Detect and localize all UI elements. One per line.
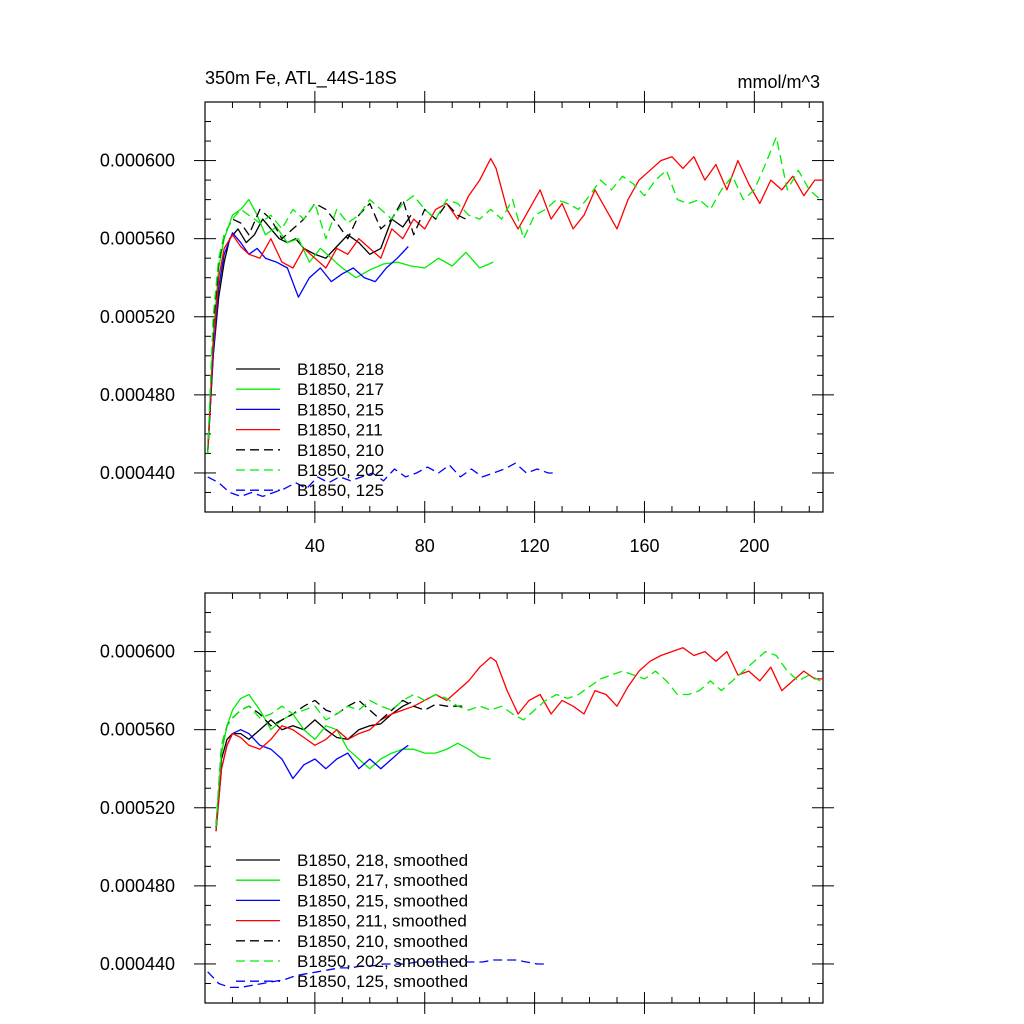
y-tick-label: 0.000480 (100, 385, 175, 405)
y-tick-label: 0.000440 (100, 463, 175, 483)
series-line-7 (207, 959, 549, 989)
series-line-3 (215, 729, 409, 832)
x-tick-label: 160 (629, 536, 659, 556)
legend-label: B1850, 211, smoothed (297, 912, 467, 931)
x-tick-label: 40 (305, 536, 325, 556)
x-tick-label: 120 (520, 536, 550, 556)
legend-label: B1850, 125 (297, 481, 384, 500)
legend-label: B1850, 202 (297, 461, 384, 480)
series-line-6 (207, 136, 821, 454)
legend-label: B1850, 215 (297, 400, 384, 419)
series-line-4 (207, 156, 823, 454)
y-tick-label: 0.000520 (100, 307, 175, 327)
series-line-3 (207, 232, 409, 454)
series-line-7 (207, 462, 554, 498)
series-line-5 (207, 198, 467, 454)
top-panel: 350m Fe, ATL_44S-18S mmol/m^3 40 80 120 160… (100, 68, 834, 556)
y-tick-label: 0.000520 (100, 798, 175, 818)
y-tick-label: 0.000480 (100, 876, 175, 896)
y-tick-label: 0.000600 (100, 642, 175, 662)
legend-label: B1850, 210, smoothed (297, 932, 468, 951)
series-line-6 (215, 650, 821, 828)
legend-label: B1850, 218, smoothed (297, 851, 468, 870)
legend-label: B1850, 202, smoothed (297, 952, 468, 971)
y-tick-label: 0.000440 (100, 954, 175, 974)
plot-frame (204, 592, 824, 1004)
legend-label: B1850, 210 (297, 441, 384, 460)
y-tick-label: 0.000560 (100, 229, 175, 249)
x-tick-label: 200 (739, 536, 769, 556)
series-line-2 (215, 693, 491, 828)
series-line-4 (215, 647, 823, 832)
legend-label: B1850, 218 (297, 360, 384, 379)
chart-title: 350m Fe, ATL_44S-18S (205, 68, 397, 89)
series-line-2 (207, 198, 494, 454)
legend-label: B1850, 211 (297, 421, 383, 440)
series-group (207, 647, 823, 989)
series-line-5 (215, 699, 466, 828)
units-label: mmol/m^3 (738, 72, 820, 92)
plot-frame (204, 101, 824, 513)
legend-label: B1850, 217, smoothed (297, 871, 468, 890)
legend-label: B1850, 125, smoothed (297, 972, 468, 991)
y-tick-label: 0.000560 (100, 720, 175, 740)
y-tick-label: 0.000600 (100, 151, 175, 171)
x-tick-label: 80 (415, 536, 435, 556)
legend-label: B1850, 217 (297, 380, 384, 399)
bottom-panel: 0.000440 0.000480 0.000520 0.000560 0.000600… (100, 582, 834, 1014)
series-group (207, 136, 823, 498)
legend-label: B1850, 215, smoothed (297, 891, 468, 910)
series-line-1 (215, 701, 412, 828)
